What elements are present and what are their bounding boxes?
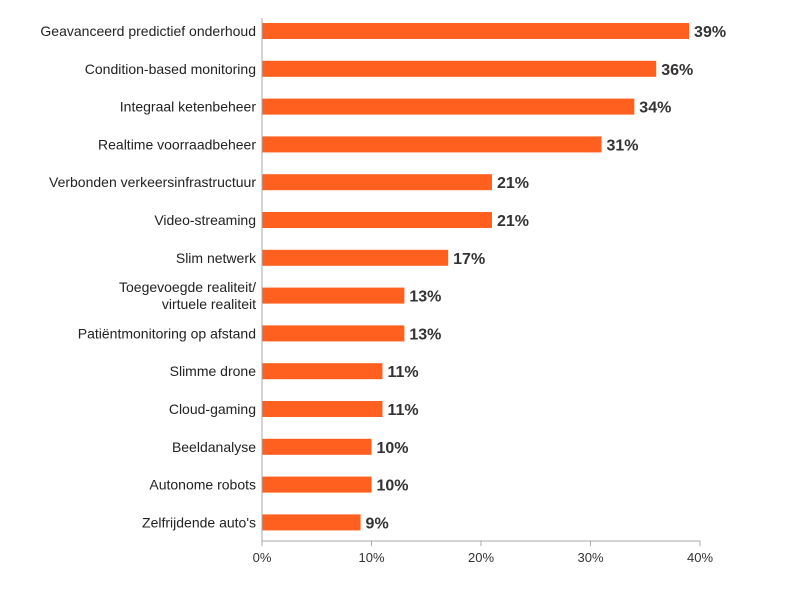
category-label: Video-streaming — [154, 212, 256, 228]
bar — [262, 287, 405, 304]
bar — [262, 212, 492, 228]
bar — [262, 363, 383, 380]
bar — [262, 438, 372, 455]
x-tick-label: 40% — [687, 550, 713, 565]
category-label: Verbonden verkeersinfrastructuur — [49, 174, 256, 190]
bar — [262, 249, 449, 266]
category-label: Slim netwerk — [176, 250, 257, 266]
value-label: 36% — [661, 62, 693, 79]
category-label: Condition-based monitoring — [85, 61, 256, 77]
x-tick-label: 0% — [253, 550, 272, 565]
bar — [262, 514, 361, 531]
value-label: 10% — [377, 478, 409, 495]
category-label: Cloud-gaming — [169, 401, 256, 417]
value-label: 17% — [453, 251, 485, 268]
bar — [262, 136, 602, 153]
value-label: 21% — [497, 213, 529, 230]
bar — [262, 401, 383, 417]
value-label: 13% — [409, 289, 441, 306]
value-label: 34% — [639, 100, 671, 117]
value-label: 39% — [694, 24, 726, 41]
category-label: Toegevoegde realiteit/virtuele realiteit — [119, 279, 256, 312]
category-label: Slimme drone — [170, 363, 257, 379]
category-label: Autonome robots — [149, 477, 256, 493]
value-label: 31% — [606, 137, 638, 154]
bar — [262, 325, 405, 342]
x-tick-label: 30% — [577, 550, 603, 565]
category-label: Realtime voorraadbeheer — [98, 136, 256, 152]
x-tick-label: 20% — [468, 550, 494, 565]
value-label: 10% — [377, 440, 409, 457]
category-label: Beeldanalyse — [172, 439, 256, 455]
value-label: 13% — [409, 326, 441, 343]
value-label: 11% — [387, 402, 418, 419]
bar — [262, 174, 492, 191]
category-label: Geavanceerd predictief onderhoud — [40, 23, 256, 39]
bar — [262, 98, 635, 115]
category-label: Integraal ketenbeheer — [120, 99, 257, 115]
bar — [262, 60, 657, 77]
bar — [262, 476, 372, 493]
category-label: Zelfrijdende auto's — [142, 514, 256, 530]
value-label: 21% — [497, 175, 529, 192]
axes: 0% 10% 20% 30% 40% — [253, 18, 713, 565]
x-tick-label: 10% — [358, 550, 384, 565]
value-label: 9% — [366, 515, 389, 532]
bars-layer — [262, 23, 690, 531]
value-labels: 39% 36% 34% 31% 21% 21% 17% 13% 13% 11% 11% 10% 10% 9… — [366, 24, 727, 532]
bar — [262, 23, 690, 39]
category-labels: Geavanceerd predictief onderhoud Conditio… — [40, 23, 257, 530]
value-label: 11% — [387, 364, 418, 381]
category-label: Patiëntmonitoring op afstand — [78, 325, 256, 341]
